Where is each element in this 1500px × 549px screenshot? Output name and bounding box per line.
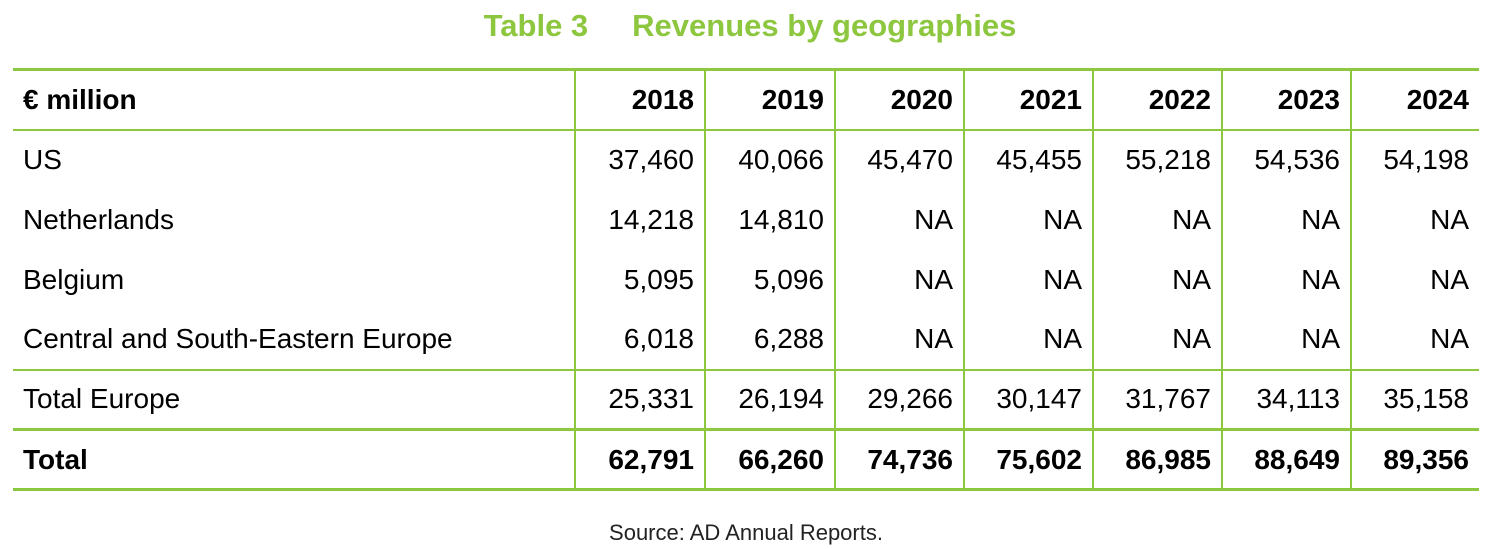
row-label: Total Europe — [23, 383, 181, 415]
column-header-2022: 2022 — [1092, 69, 1222, 130]
row-label: Total — [23, 443, 88, 475]
cell-2023: NA — [1221, 309, 1351, 370]
cell-2024: NA — [1350, 189, 1479, 250]
table-row-central-south-eastern-europe: Central and South-Eastern Europe 6,018 6… — [13, 309, 1479, 370]
cell-2019: 14,810 — [704, 189, 835, 250]
header-row: € million 2018 2019 2020 2021 2022 2023 … — [13, 69, 1479, 130]
cell-2020: NA — [834, 249, 964, 310]
row-label: Belgium — [23, 263, 125, 295]
cell-2024: NA — [1350, 309, 1479, 370]
cell-2019: 26,194 — [704, 369, 835, 430]
cell-2021: 45,455 — [963, 129, 1093, 190]
row-label: US — [23, 144, 62, 175]
cell-2018: 62,791 — [574, 429, 705, 490]
cell-2023: NA — [1221, 189, 1351, 250]
cell-2019: 40,066 — [704, 129, 835, 190]
cell-2020: 45,470 — [834, 129, 964, 190]
cell-2022: NA — [1092, 189, 1222, 250]
cell-2018: 6,018 — [574, 309, 705, 370]
column-header-2024: 2024 — [1350, 69, 1479, 130]
cell-2020: NA — [834, 309, 964, 370]
cell-2018: 5,095 — [574, 249, 705, 310]
cell-2021: 75,602 — [963, 429, 1093, 490]
cell-2022: 55,218 — [1092, 129, 1222, 190]
column-header-2021: 2021 — [963, 69, 1093, 130]
cell-2019: 66,260 — [704, 429, 835, 490]
cell-2023: 54,536 — [1221, 129, 1351, 190]
column-header-unit: € million — [23, 83, 137, 115]
cell-2021: NA — [963, 309, 1093, 370]
cell-2022: 31,767 — [1092, 369, 1222, 430]
table-row-total: Total 62,791 66,260 74,736 75,602 86,985… — [13, 429, 1479, 490]
table-row-netherlands: Netherlands 14,218 14,810 NA NA NA NA NA — [13, 189, 1479, 250]
cell-2022: NA — [1092, 249, 1222, 310]
cell-2020: 74,736 — [834, 429, 964, 490]
cell-2019: 5,096 — [704, 249, 835, 310]
cell-2024: 35,158 — [1350, 369, 1479, 430]
column-header-2023: 2023 — [1221, 69, 1351, 130]
cell-2021: NA — [963, 249, 1093, 310]
revenues-table: € million 2018 2019 2020 2021 2022 2023 … — [13, 68, 1479, 491]
table-row-belgium: Belgium 5,095 5,096 NA NA NA NA NA — [13, 249, 1479, 310]
row-label: Central and South-Eastern Europe — [23, 323, 453, 354]
cell-2023: NA — [1221, 249, 1351, 310]
column-header-2019: 2019 — [704, 69, 835, 130]
table-title-text: Revenues by geographies — [632, 8, 1017, 43]
source-note: Source: AD Annual Reports. — [609, 520, 883, 545]
cell-2019: 6,288 — [704, 309, 835, 370]
cell-2024: 89,356 — [1350, 429, 1479, 490]
cell-2021: 30,147 — [963, 369, 1093, 430]
cell-2024: NA — [1350, 249, 1479, 310]
cell-2018: 14,218 — [574, 189, 705, 250]
cell-2023: 34,113 — [1221, 369, 1351, 430]
table-title: Table 3 Revenues by geographies — [0, 8, 1500, 44]
row-label: Netherlands — [23, 203, 174, 235]
cell-2021: NA — [963, 189, 1093, 250]
cell-2023: 88,649 — [1221, 429, 1351, 490]
column-header-2018: 2018 — [574, 69, 705, 130]
cell-2018: 25,331 — [574, 369, 705, 430]
table-row-total-europe: Total Europe 25,331 26,194 29,266 30,147… — [13, 369, 1479, 430]
column-header-2020: 2020 — [834, 69, 964, 130]
cell-2020: 29,266 — [834, 369, 964, 430]
cell-2022: 86,985 — [1092, 429, 1222, 490]
cell-2022: NA — [1092, 309, 1222, 370]
cell-2024: 54,198 — [1350, 129, 1479, 190]
cell-2020: NA — [834, 189, 964, 250]
cell-2018: 37,460 — [574, 129, 705, 190]
table-row-us: US 37,460 40,066 45,470 45,455 55,218 54… — [13, 129, 1479, 190]
table-number: Table 3 — [483, 8, 589, 43]
